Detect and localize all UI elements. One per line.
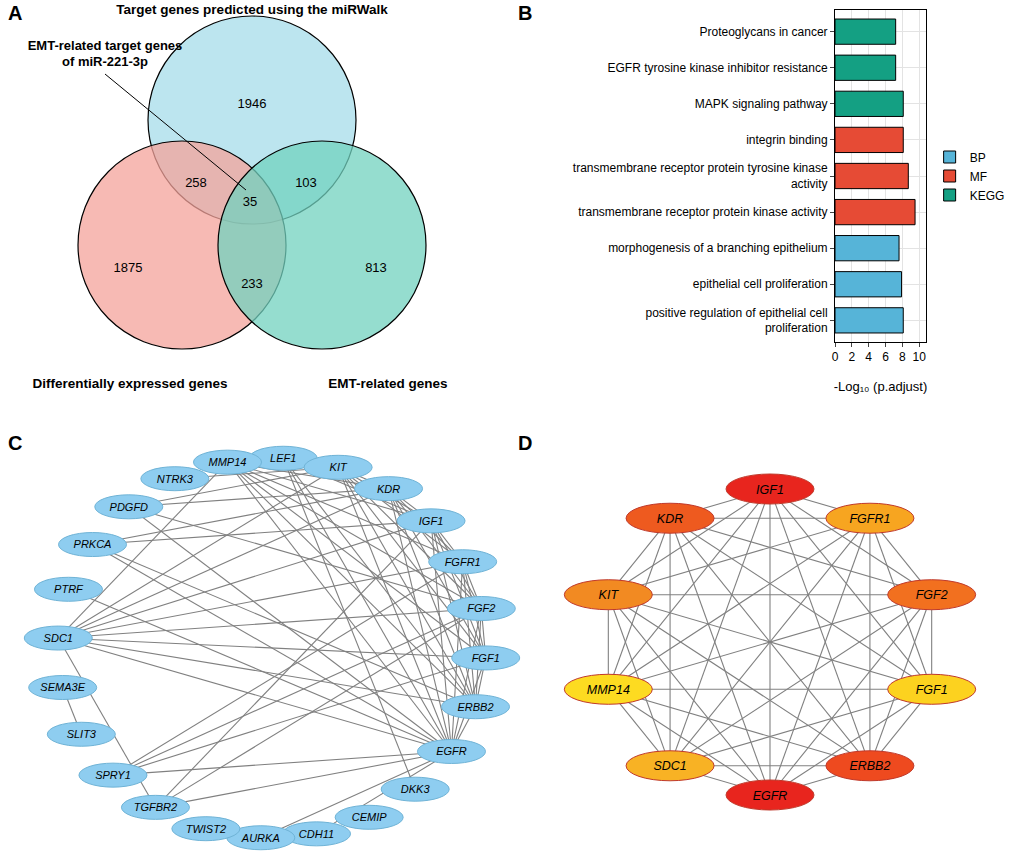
svg-text:MAPK signaling pathway: MAPK signaling pathway: [695, 97, 828, 111]
svg-text:258: 258: [185, 175, 207, 190]
svg-text:TWIST2: TWIST2: [186, 823, 226, 835]
svg-text:transmembrane receptor protein: transmembrane receptor protein tyrosine …: [573, 161, 828, 191]
svg-text:FGF1: FGF1: [472, 652, 500, 664]
svg-text:Differentially expressed genes: Differentially expressed genes: [32, 376, 227, 391]
svg-text:FGF1: FGF1: [916, 683, 948, 697]
svg-text:Target genes predicted using t: Target genes predicted using the miRWalk: [116, 2, 388, 17]
svg-text:ERBB2: ERBB2: [457, 701, 493, 713]
svg-text:MF: MF: [970, 170, 987, 184]
svg-text:BP: BP: [970, 151, 986, 165]
svg-text:epithelial cell proliferation: epithelial cell proliferation: [693, 277, 828, 291]
svg-text:1946: 1946: [238, 96, 267, 111]
svg-text:A: A: [8, 2, 22, 24]
svg-text:TGFBR2: TGFBR2: [134, 801, 177, 813]
svg-text:233: 233: [241, 276, 263, 291]
svg-text:ERBB2: ERBB2: [849, 759, 890, 773]
svg-text:IGF1: IGF1: [419, 515, 443, 527]
svg-text:D: D: [518, 432, 532, 454]
svg-text:SLIT3: SLIT3: [67, 728, 97, 740]
svg-text:FGFR1: FGFR1: [445, 556, 481, 568]
svg-text:EMT-related target genes: EMT-related target genes: [28, 38, 183, 53]
svg-text:KIT: KIT: [599, 588, 620, 602]
svg-text:morphogenesis of a branching e: morphogenesis of a branching epithelium: [608, 241, 827, 255]
svg-text:LEF1: LEF1: [270, 452, 296, 464]
svg-text:35: 35: [243, 194, 257, 209]
svg-text:1875: 1875: [114, 260, 143, 275]
svg-text:NTRK3: NTRK3: [157, 473, 194, 485]
svg-text:FGF2: FGF2: [916, 588, 948, 602]
svg-text:FGFR1: FGFR1: [849, 512, 890, 526]
svg-text:EGFR tyrosine kinase inhibitor: EGFR tyrosine kinase inhibitor resistanc…: [608, 61, 828, 75]
svg-text:integrin binding: integrin binding: [746, 133, 827, 147]
svg-text:10: 10: [913, 350, 927, 364]
svg-text:IGF1: IGF1: [756, 483, 784, 497]
svg-text:EGFR: EGFR: [753, 789, 788, 803]
svg-text:DKK3: DKK3: [401, 783, 431, 795]
svg-text:KIT: KIT: [330, 461, 348, 473]
svg-text:CDH11: CDH11: [299, 828, 334, 840]
svg-text:103: 103: [295, 175, 317, 190]
svg-text:PDGFD: PDGFD: [110, 501, 149, 513]
svg-text:2: 2: [849, 350, 856, 364]
svg-text:SDC1: SDC1: [653, 759, 686, 773]
svg-text:KDR: KDR: [377, 483, 400, 495]
svg-text:PTRF: PTRF: [54, 583, 84, 595]
svg-text:MMP14: MMP14: [209, 456, 247, 468]
svg-text:SEMA3E: SEMA3E: [40, 681, 85, 693]
svg-text:of miR-221-3p: of miR-221-3p: [62, 54, 148, 69]
svg-text:FGF2: FGF2: [467, 602, 495, 614]
svg-text:0: 0: [832, 350, 839, 364]
svg-text:8: 8: [899, 350, 906, 364]
svg-text:SDC1: SDC1: [44, 632, 73, 644]
svg-text:transmembrane receptor protein: transmembrane receptor protein kinase ac…: [578, 205, 827, 219]
svg-text:B: B: [518, 2, 532, 24]
svg-text:Proteoglycans in cancer: Proteoglycans in cancer: [700, 25, 828, 39]
svg-text:PRKCA: PRKCA: [74, 538, 112, 550]
svg-text:KEGG: KEGG: [970, 189, 1005, 203]
svg-text:4: 4: [865, 350, 872, 364]
svg-text:C: C: [8, 432, 22, 454]
svg-text:MMP14: MMP14: [587, 683, 630, 697]
svg-text:SPRY1: SPRY1: [95, 769, 131, 781]
svg-text:EGFR: EGFR: [436, 745, 467, 757]
svg-text:AURKA: AURKA: [241, 832, 280, 844]
svg-text:EMT-related genes: EMT-related genes: [328, 376, 447, 391]
svg-text:-Log₁₀ (p.adjust): -Log₁₀ (p.adjust): [834, 379, 928, 394]
svg-text:813: 813: [365, 260, 387, 275]
svg-text:6: 6: [882, 350, 889, 364]
svg-text:KDR: KDR: [657, 512, 683, 526]
svg-text:positive regulation of epithel: positive regulation of epithelial cellpr…: [645, 306, 827, 336]
svg-text:CEMIP: CEMIP: [352, 811, 388, 823]
